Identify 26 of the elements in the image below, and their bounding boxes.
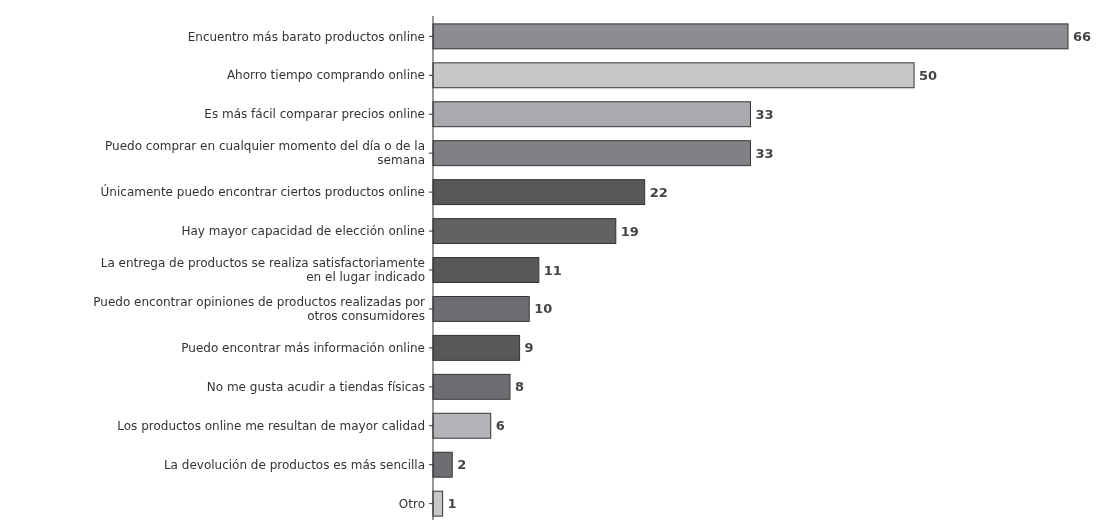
y-tick-label: Ahorro tiempo comprando online [226, 68, 425, 83]
y-tick-label: Encuentro más barato productos online [187, 29, 425, 44]
data-label: 33 [755, 106, 774, 122]
data-label: 19 [620, 223, 639, 239]
y-tick-label: Puedo comprar en cualquier momento del día o de la semana [105, 139, 425, 168]
data-label: 10 [534, 301, 553, 317]
y-tick-label: Puedo encontrar opiniones de productos realizadas por otros consumidores [93, 295, 426, 324]
y-tick-label: Puedo encontrar más información online [181, 341, 425, 356]
data-label: 9 [524, 340, 534, 356]
data-label: 50 [919, 67, 938, 83]
data-label: 22 [649, 184, 668, 200]
y-tick-label: La entrega de productos se realiza satisfactoriamente en el lugar indicado [100, 256, 425, 285]
data-label: 6 [495, 418, 505, 434]
y-tick-label: No me gusta acudir a tiendas físicas [206, 380, 425, 395]
data-label: 11 [543, 262, 562, 278]
y-tick-label: Hay mayor capacidad de elección online [181, 224, 425, 239]
data-label: 33 [755, 145, 774, 161]
data-label: 1 [447, 496, 457, 512]
y-tick-label: La devolución de productos es más sencilla [163, 457, 425, 472]
y-tick-label: Es más fácil comparar precios online [204, 107, 425, 122]
y-tick-label: Los productos online me resultan de mayor calidad [117, 418, 425, 433]
data-label: 66 [1073, 28, 1092, 44]
data-label: 2 [457, 457, 467, 473]
y-tick-label: Únicamente puedo encontrar ciertos productos online [100, 184, 425, 200]
y-tick-label: Otro [398, 496, 425, 511]
data-label: 8 [514, 379, 525, 395]
